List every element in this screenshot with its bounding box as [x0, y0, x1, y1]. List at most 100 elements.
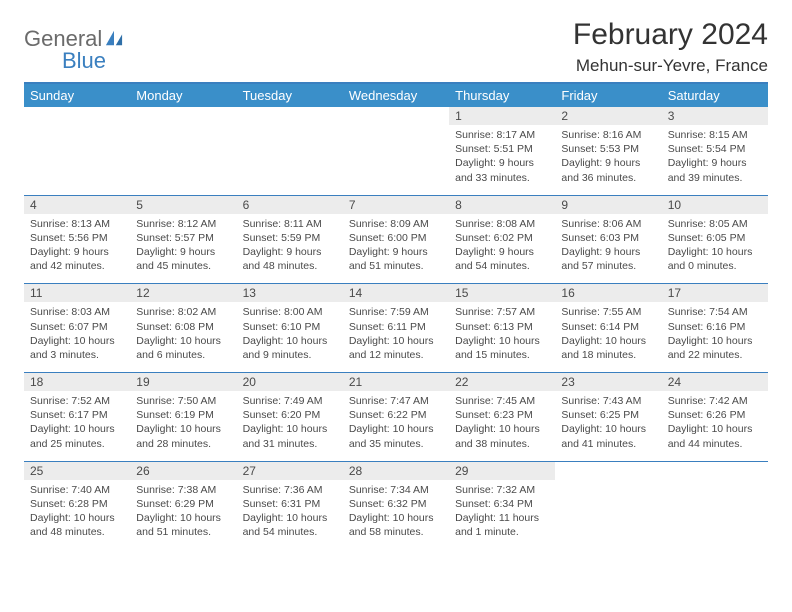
logo: GeneralBlue: [24, 18, 124, 74]
sunrise-line: Sunrise: 7:43 AM: [561, 394, 655, 408]
day-detail-cell: Sunrise: 8:16 AMSunset: 5:53 PMDaylight:…: [555, 125, 661, 195]
sunset-line: Sunset: 6:17 PM: [30, 408, 124, 422]
day-detail-cell: [24, 125, 130, 195]
day-detail-cell: Sunrise: 7:52 AMSunset: 6:17 PMDaylight:…: [24, 391, 130, 461]
sunset-line: Sunset: 5:51 PM: [455, 142, 549, 156]
sunset-line: Sunset: 6:10 PM: [243, 320, 337, 334]
day-number-cell: [130, 107, 236, 125]
sunrise-line: Sunrise: 7:52 AM: [30, 394, 124, 408]
day-number-row: 11121314151617: [24, 284, 768, 302]
sunrise-line: Sunrise: 7:54 AM: [668, 305, 762, 319]
day-number-cell: 7: [343, 196, 449, 214]
day-number-cell: 29: [449, 462, 555, 480]
daylight-line: Daylight: 9 hours and 39 minutes.: [668, 156, 762, 184]
daylight-line: Daylight: 9 hours and 42 minutes.: [30, 245, 124, 273]
day-detail-cell: Sunrise: 8:09 AMSunset: 6:00 PMDaylight:…: [343, 214, 449, 284]
daylight-line: Daylight: 10 hours and 6 minutes.: [136, 334, 230, 362]
day-detail-cell: [343, 125, 449, 195]
day-detail-cell: [130, 125, 236, 195]
day-number-cell: 21: [343, 373, 449, 391]
sunset-line: Sunset: 6:08 PM: [136, 320, 230, 334]
daylight-line: Daylight: 10 hours and 0 minutes.: [668, 245, 762, 273]
sunset-line: Sunset: 6:29 PM: [136, 497, 230, 511]
month-title: February 2024: [573, 18, 768, 52]
daylight-line: Daylight: 10 hours and 12 minutes.: [349, 334, 443, 362]
day-detail-cell: Sunrise: 7:59 AMSunset: 6:11 PMDaylight:…: [343, 302, 449, 372]
sunrise-line: Sunrise: 8:16 AM: [561, 128, 655, 142]
day-header: Thursday: [449, 84, 555, 107]
day-detail-row: Sunrise: 8:03 AMSunset: 6:07 PMDaylight:…: [24, 302, 768, 372]
daylight-line: Daylight: 9 hours and 51 minutes.: [349, 245, 443, 273]
sunrise-line: Sunrise: 8:02 AM: [136, 305, 230, 319]
day-header: Monday: [130, 84, 236, 107]
day-detail-cell: Sunrise: 7:43 AMSunset: 6:25 PMDaylight:…: [555, 391, 661, 461]
day-number-cell: 2: [555, 107, 661, 125]
calendar-table: SundayMondayTuesdayWednesdayThursdayFrid…: [24, 84, 768, 549]
sunrise-line: Sunrise: 7:38 AM: [136, 483, 230, 497]
day-number-cell: 24: [662, 373, 768, 391]
day-detail-cell: Sunrise: 8:13 AMSunset: 5:56 PMDaylight:…: [24, 214, 130, 284]
sunset-line: Sunset: 6:22 PM: [349, 408, 443, 422]
day-number-cell: 18: [24, 373, 130, 391]
day-detail-cell: Sunrise: 8:00 AMSunset: 6:10 PMDaylight:…: [237, 302, 343, 372]
day-header: Friday: [555, 84, 661, 107]
sunset-line: Sunset: 6:03 PM: [561, 231, 655, 245]
header: GeneralBlue February 2024 Mehun-sur-Yevr…: [24, 18, 768, 76]
sunset-line: Sunset: 6:13 PM: [455, 320, 549, 334]
sunset-line: Sunset: 6:07 PM: [30, 320, 124, 334]
day-detail-cell: Sunrise: 7:57 AMSunset: 6:13 PMDaylight:…: [449, 302, 555, 372]
day-number-cell: 28: [343, 462, 449, 480]
day-detail-cell: Sunrise: 7:47 AMSunset: 6:22 PMDaylight:…: [343, 391, 449, 461]
day-header-row: SundayMondayTuesdayWednesdayThursdayFrid…: [24, 84, 768, 107]
day-number-cell: 25: [24, 462, 130, 480]
day-detail-cell: Sunrise: 8:03 AMSunset: 6:07 PMDaylight:…: [24, 302, 130, 372]
daylight-line: Daylight: 10 hours and 28 minutes.: [136, 422, 230, 450]
day-detail-cell: Sunrise: 8:02 AMSunset: 6:08 PMDaylight:…: [130, 302, 236, 372]
sunset-line: Sunset: 6:16 PM: [668, 320, 762, 334]
day-number-cell: 6: [237, 196, 343, 214]
sunrise-line: Sunrise: 8:11 AM: [243, 217, 337, 231]
day-header: Tuesday: [237, 84, 343, 107]
day-detail-cell: Sunrise: 7:50 AMSunset: 6:19 PMDaylight:…: [130, 391, 236, 461]
day-detail-cell: Sunrise: 7:54 AMSunset: 6:16 PMDaylight:…: [662, 302, 768, 372]
sunset-line: Sunset: 5:57 PM: [136, 231, 230, 245]
day-detail-row: Sunrise: 8:17 AMSunset: 5:51 PMDaylight:…: [24, 125, 768, 195]
day-detail-row: Sunrise: 8:13 AMSunset: 5:56 PMDaylight:…: [24, 214, 768, 284]
day-detail-cell: Sunrise: 8:12 AMSunset: 5:57 PMDaylight:…: [130, 214, 236, 284]
day-number-cell: 13: [237, 284, 343, 302]
day-number-cell: [343, 107, 449, 125]
day-number-cell: 5: [130, 196, 236, 214]
day-detail-cell: Sunrise: 7:42 AMSunset: 6:26 PMDaylight:…: [662, 391, 768, 461]
sunrise-line: Sunrise: 8:09 AM: [349, 217, 443, 231]
day-detail-cell: Sunrise: 7:38 AMSunset: 6:29 PMDaylight:…: [130, 480, 236, 550]
sunset-line: Sunset: 6:20 PM: [243, 408, 337, 422]
daylight-line: Daylight: 10 hours and 41 minutes.: [561, 422, 655, 450]
sunset-line: Sunset: 5:53 PM: [561, 142, 655, 156]
day-number-cell: [555, 462, 661, 480]
daylight-line: Daylight: 10 hours and 48 minutes.: [30, 511, 124, 539]
sunrise-line: Sunrise: 7:59 AM: [349, 305, 443, 319]
day-detail-cell: Sunrise: 7:36 AMSunset: 6:31 PMDaylight:…: [237, 480, 343, 550]
sunset-line: Sunset: 6:28 PM: [30, 497, 124, 511]
sunset-line: Sunset: 6:00 PM: [349, 231, 443, 245]
sunrise-line: Sunrise: 8:00 AM: [243, 305, 337, 319]
sunset-line: Sunset: 6:23 PM: [455, 408, 549, 422]
sunset-line: Sunset: 6:02 PM: [455, 231, 549, 245]
day-number-cell: 12: [130, 284, 236, 302]
sunrise-line: Sunrise: 7:49 AM: [243, 394, 337, 408]
daylight-line: Daylight: 9 hours and 54 minutes.: [455, 245, 549, 273]
day-number-cell: 10: [662, 196, 768, 214]
title-block: February 2024 Mehun-sur-Yevre, France: [573, 18, 768, 76]
day-detail-cell: Sunrise: 7:49 AMSunset: 6:20 PMDaylight:…: [237, 391, 343, 461]
day-number-cell: 17: [662, 284, 768, 302]
sunrise-line: Sunrise: 8:13 AM: [30, 217, 124, 231]
sunrise-line: Sunrise: 7:47 AM: [349, 394, 443, 408]
sunset-line: Sunset: 6:05 PM: [668, 231, 762, 245]
day-number-cell: 16: [555, 284, 661, 302]
logo-text-blue: Blue: [62, 48, 106, 74]
day-number-cell: 3: [662, 107, 768, 125]
day-detail-cell: Sunrise: 8:05 AMSunset: 6:05 PMDaylight:…: [662, 214, 768, 284]
sunrise-line: Sunrise: 7:57 AM: [455, 305, 549, 319]
day-detail-cell: Sunrise: 8:17 AMSunset: 5:51 PMDaylight:…: [449, 125, 555, 195]
day-header: Sunday: [24, 84, 130, 107]
